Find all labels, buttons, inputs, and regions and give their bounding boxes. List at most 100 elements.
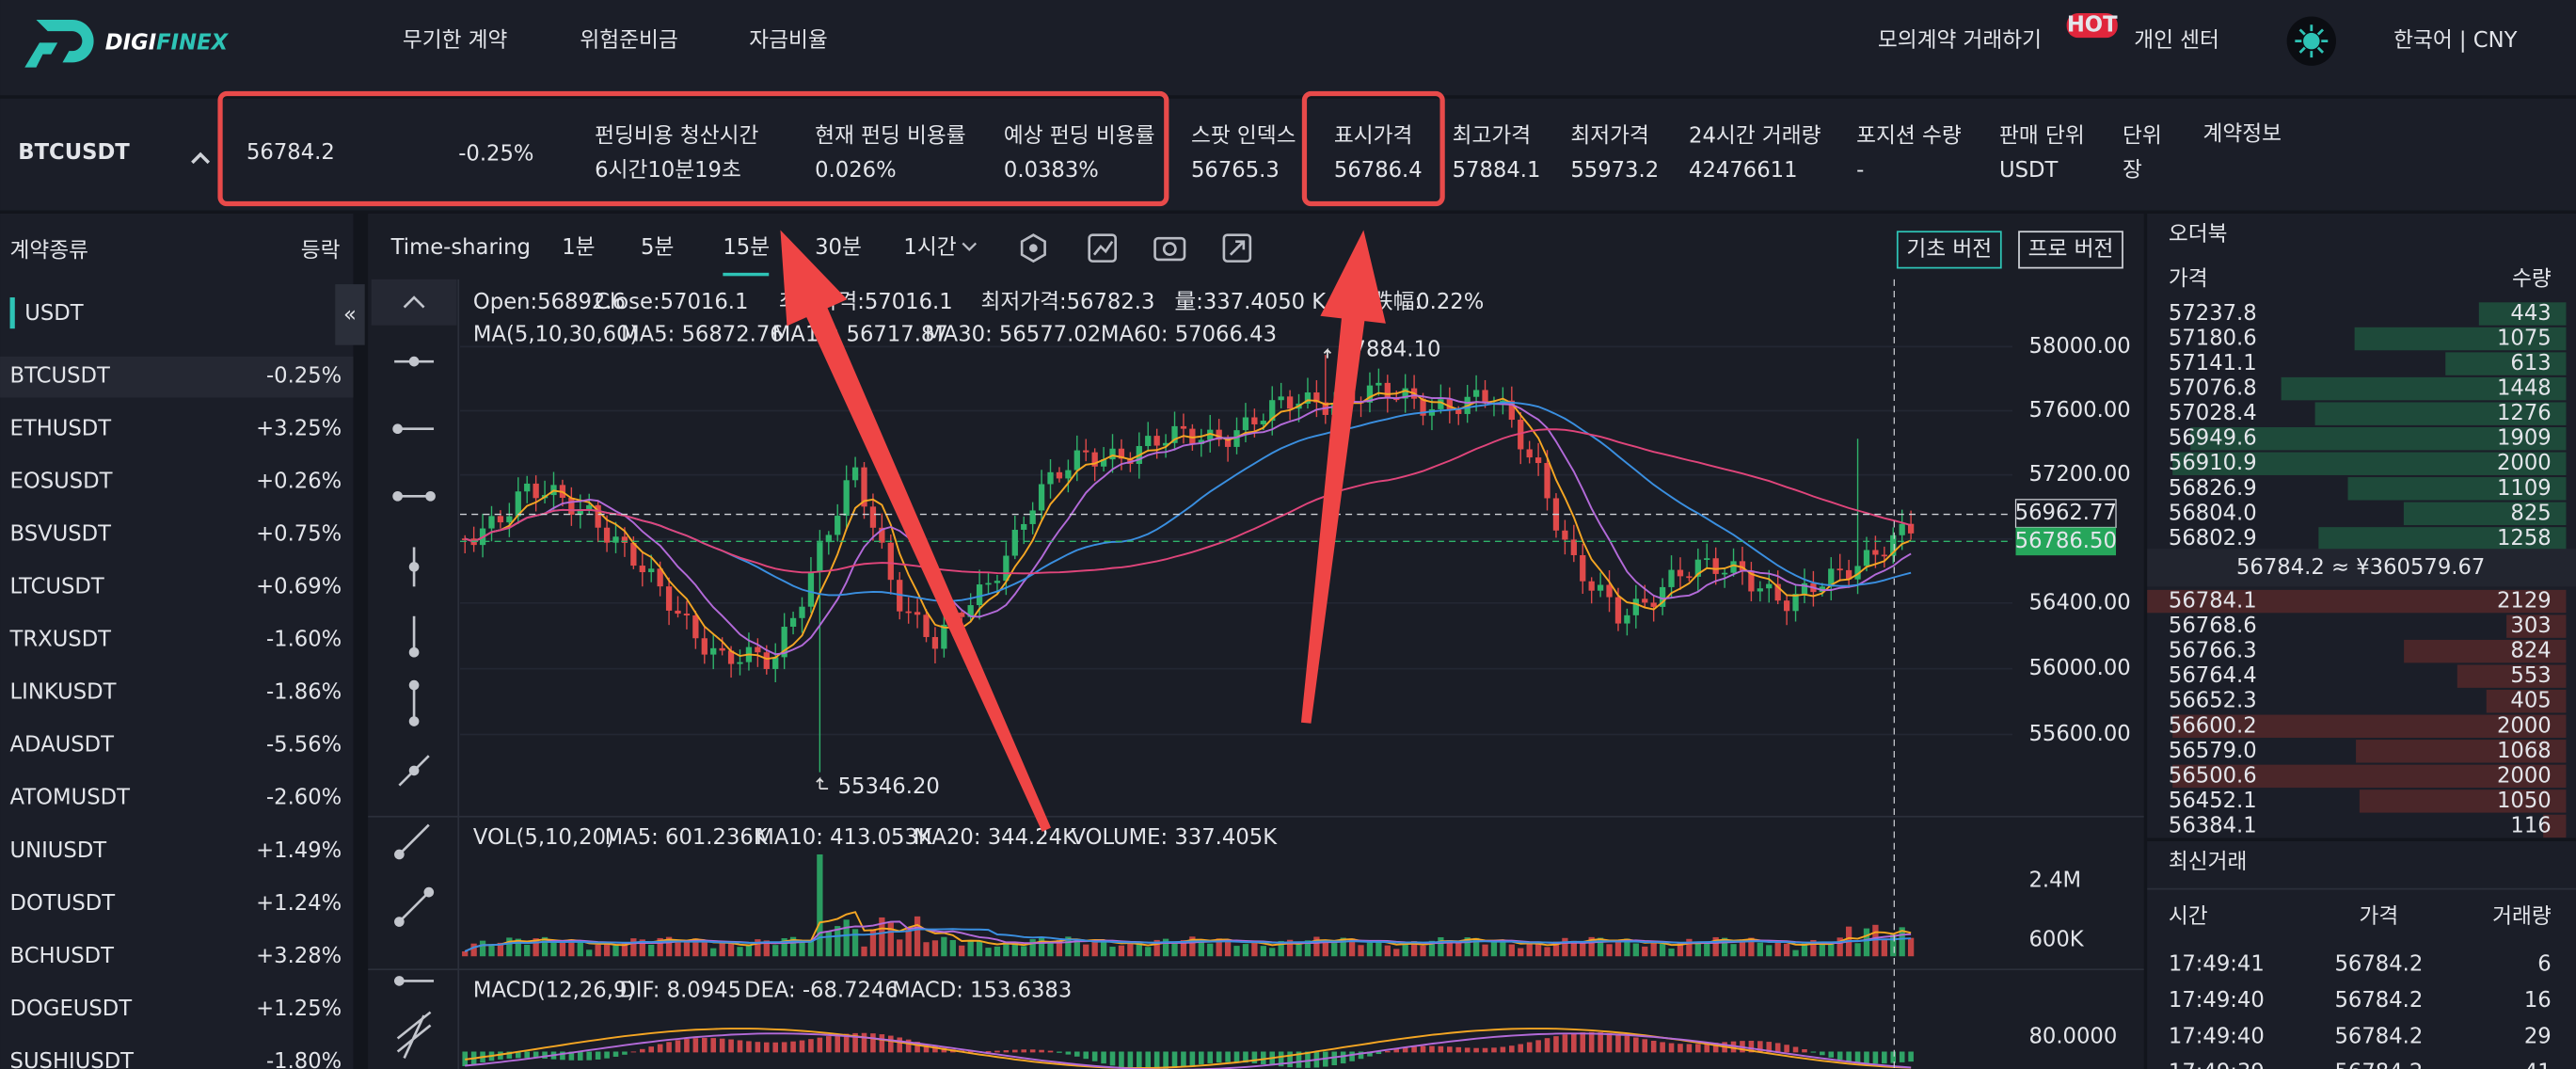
candle-body: [1854, 566, 1861, 580]
market-change[interactable]: +0.75%: [256, 522, 342, 547]
fullscreen-icon[interactable]: [1222, 233, 1252, 263]
candle-body: [967, 605, 974, 617]
order-price[interactable]: 56452.1: [2169, 789, 2257, 813]
order-price[interactable]: 56802.9: [2169, 526, 2257, 550]
order-price[interactable]: 56949.6: [2169, 426, 2257, 451]
market-change[interactable]: -0.25%: [266, 363, 342, 388]
market-symbol[interactable]: EOSUSDT: [10, 469, 113, 493]
symbol[interactable]: BTCUSDT: [18, 140, 130, 165]
market-symbol[interactable]: SUSHIUSDT: [10, 1049, 135, 1069]
interval[interactable]: 30분: [815, 235, 862, 260]
market-symbol[interactable]: LINKUSDT: [10, 680, 117, 705]
candle-body: [1748, 570, 1755, 592]
market-symbol[interactable]: BCHUSDT: [10, 944, 115, 968]
market-change[interactable]: +1.49%: [256, 838, 342, 863]
market-symbol[interactable]: DOGEUSDT: [10, 997, 133, 1021]
tool-dot: [392, 423, 403, 435]
nav-item[interactable]: 무기한 계약: [403, 28, 508, 53]
order-price[interactable]: 56652.3: [2169, 689, 2257, 713]
macd-bar: [1784, 1045, 1789, 1053]
logo-text: DIGIFINEX: [105, 30, 230, 55]
market-change[interactable]: -1.60%: [266, 628, 342, 652]
order-price[interactable]: 56826.9: [2169, 476, 2257, 501]
version-label[interactable]: 프로 버전: [2028, 237, 2114, 262]
order-price[interactable]: 56600.2: [2169, 713, 2257, 738]
indicator-icon[interactable]: [1020, 233, 1046, 263]
order-price[interactable]: 57141.1: [2169, 351, 2257, 375]
order-price[interactable]: 57076.8: [2169, 376, 2257, 401]
nav-demo[interactable]: 모의계약 거래하기: [1878, 28, 2042, 53]
nav-item[interactable]: 위험준비금: [580, 28, 677, 53]
volume-bar: [1490, 941, 1498, 957]
order-price[interactable]: 56766.3: [2169, 639, 2257, 663]
market-symbol[interactable]: ATOMUSDT: [10, 786, 131, 810]
macd-bar: [1287, 1051, 1293, 1068]
interval[interactable]: 1분: [562, 235, 595, 260]
interval-chevron[interactable]: [962, 242, 978, 252]
market-change[interactable]: +0.26%: [256, 469, 342, 493]
market-symbol[interactable]: LTCUSDT: [10, 575, 104, 599]
order-price[interactable]: 56384.1: [2169, 813, 2257, 838]
version-label[interactable]: 기초 버전: [1906, 237, 1992, 262]
market-change[interactable]: +1.25%: [256, 997, 342, 1021]
ticker-bar: [0, 98, 2576, 211]
order-price[interactable]: 57028.4: [2169, 401, 2257, 425]
tool-channel[interactable]: [396, 1011, 432, 1060]
macd-bar: [1872, 1051, 1879, 1064]
macd-bar: [1491, 1047, 1497, 1053]
interval[interactable]: Time-sharing: [390, 235, 531, 260]
symbol-chevron[interactable]: [191, 152, 211, 165]
interval[interactable]: 15분: [723, 235, 770, 260]
market-change[interactable]: +1.24%: [256, 891, 342, 916]
order-price[interactable]: 56500.6: [2169, 763, 2257, 788]
screenshot-icon[interactable]: [1153, 236, 1186, 262]
chart-type-icon[interactable]: [1088, 233, 1117, 263]
nav-personal[interactable]: 개인 센터: [2134, 28, 2219, 53]
order-price[interactable]: 56764.4: [2169, 663, 2257, 688]
order-price[interactable]: 57180.6: [2169, 327, 2257, 351]
nav-item[interactable]: 자금비율: [749, 28, 827, 53]
order-price[interactable]: 57237.8: [2169, 301, 2257, 326]
order-qty: 2000: [2497, 713, 2552, 738]
volume-bar: [462, 950, 469, 957]
order-price[interactable]: 56784.1: [2169, 589, 2257, 614]
market-change[interactable]: +3.25%: [256, 416, 342, 440]
contract-info[interactable]: 계약정보: [2203, 122, 2282, 147]
tool-collapse[interactable]: [403, 295, 425, 309]
volume-bar: [577, 942, 583, 957]
nav-language[interactable]: 한국어 | CNY: [2393, 28, 2517, 53]
order-price[interactable]: 56768.6: [2169, 614, 2257, 638]
logo[interactable]: DIGIFINEX: [24, 19, 230, 68]
market-symbol[interactable]: TRXUSDT: [9, 628, 112, 652]
volume-bar: [1597, 937, 1604, 957]
interval[interactable]: 5분: [641, 235, 674, 260]
macd-bar: [630, 1051, 637, 1053]
market-symbol[interactable]: ETHUSDT: [10, 416, 112, 440]
market-symbol[interactable]: ADAUSDT: [10, 733, 115, 758]
market-symbol[interactable]: DOTUSDT: [10, 891, 116, 916]
market-change[interactable]: -5.56%: [266, 733, 342, 758]
collapse-button[interactable]: [335, 284, 365, 345]
market-symbol[interactable]: UNIUSDT: [10, 838, 107, 863]
highlight-box: [1301, 90, 1445, 207]
macd-bar: [826, 1036, 832, 1053]
depth-bar: [2354, 327, 2567, 351]
market-symbol[interactable]: BSVUSDT: [10, 522, 112, 547]
version-button[interactable]: [2018, 231, 2123, 269]
order-price[interactable]: 56804.0: [2169, 501, 2257, 525]
macd-bar: [1837, 1051, 1843, 1061]
version-button[interactable]: [1896, 231, 2002, 269]
market-change[interactable]: -2.60%: [266, 786, 342, 810]
market-change[interactable]: +3.28%: [256, 944, 342, 968]
market-change[interactable]: -1.86%: [266, 680, 342, 705]
interval[interactable]: 1시간: [903, 235, 956, 260]
market-symbol[interactable]: BTCUSDT: [10, 363, 110, 388]
market-change[interactable]: -1.80%: [266, 1049, 342, 1069]
tool-trend-segment[interactable]: [398, 891, 430, 923]
order-price[interactable]: 56579.0: [2169, 739, 2257, 763]
tool-trend-ray[interactable]: [398, 823, 430, 855]
market-change[interactable]: +0.69%: [256, 575, 342, 599]
volume-bar: [1712, 936, 1719, 957]
order-price[interactable]: 56910.9: [2169, 451, 2257, 475]
depth-bar: [2314, 402, 2567, 425]
